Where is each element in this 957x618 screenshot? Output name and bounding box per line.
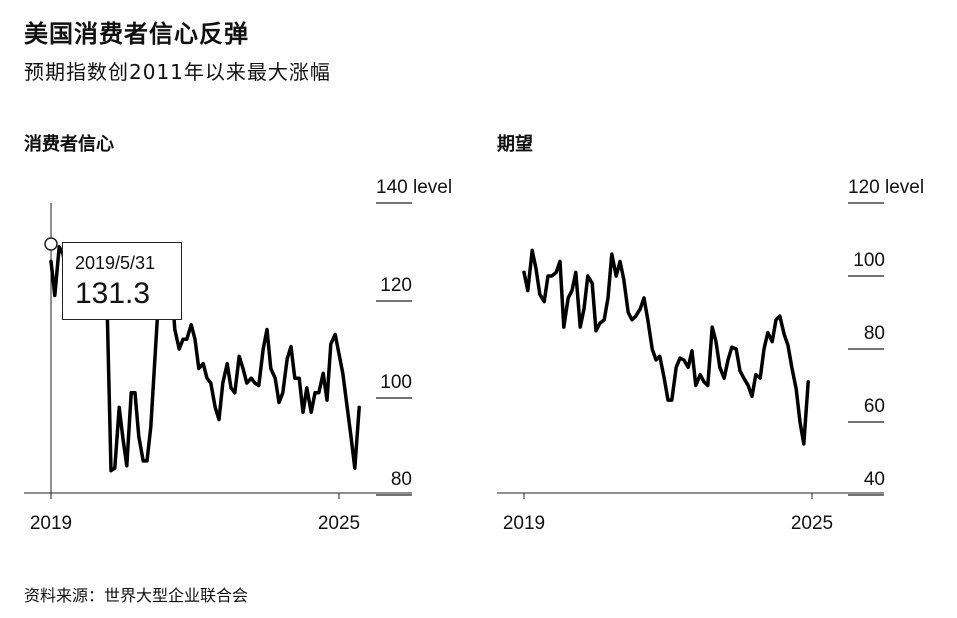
y-tick-label: 120 level [848,177,924,198]
hover-marker [44,237,58,251]
tooltip-value: 131.3 [75,277,151,310]
x-tick-label: 2019 [30,513,72,534]
chart-subtitle: 预期指数创2011年以来最大涨幅 [24,60,331,84]
y-tick-label: 140 level [376,177,452,198]
hover-tooltip: 2019/5/31 131.3 [62,242,182,320]
chart-title: 美国消费者信心反弹 [24,20,249,48]
y-tick-label: 100 [380,372,412,393]
panel-title-confidence: 消费者信心 [24,134,114,155]
y-tick-label: 100 [853,250,885,271]
y-tick-label: 120 [380,275,412,296]
source-note: 资料来源：世界大型企业联合会 [24,586,249,605]
x-tick-label: 2025 [791,513,833,534]
y-tick-label: 80 [864,323,885,344]
series-line [522,248,810,446]
y-tick-label: 80 [391,469,412,490]
x-tick-label: 2019 [503,513,545,534]
tooltip-date: 2019/5/31 [75,253,156,273]
y-tick-label: 60 [864,396,885,417]
y-tick-label: 40 [864,469,885,490]
panel-title-expectations: 期望 [497,134,533,155]
x-tick-label: 2025 [318,513,360,534]
